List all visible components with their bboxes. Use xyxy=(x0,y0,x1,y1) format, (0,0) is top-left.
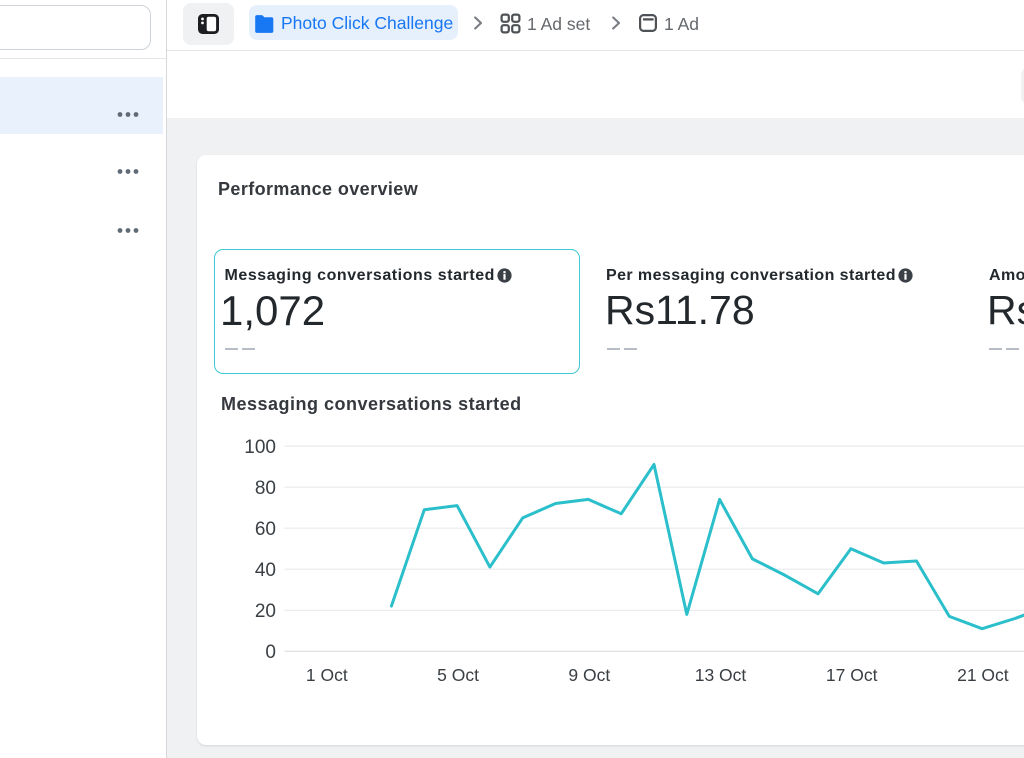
svg-text:17 Oct: 17 Oct xyxy=(826,665,878,685)
svg-text:21 Oct: 21 Oct xyxy=(957,665,1009,685)
svg-text:1 Oct: 1 Oct xyxy=(306,665,348,685)
svg-text:0: 0 xyxy=(265,642,276,663)
svg-text:80: 80 xyxy=(255,478,276,499)
svg-text:13 Oct: 13 Oct xyxy=(695,665,747,685)
svg-text:60: 60 xyxy=(255,519,276,540)
svg-text:9 Oct: 9 Oct xyxy=(568,665,610,685)
svg-text:5 Oct: 5 Oct xyxy=(437,665,479,685)
svg-text:100: 100 xyxy=(244,437,276,458)
svg-text:20: 20 xyxy=(255,601,276,622)
svg-text:40: 40 xyxy=(255,560,276,581)
